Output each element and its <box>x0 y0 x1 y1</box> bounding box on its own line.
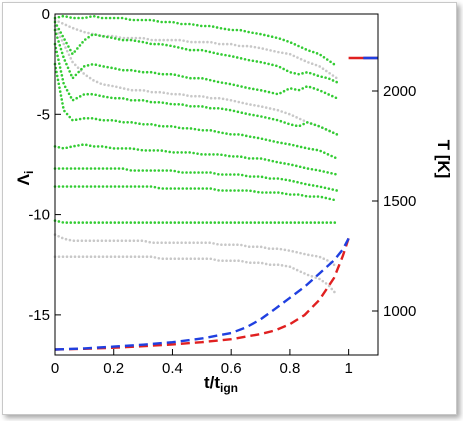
series-line-12 <box>53 219 339 224</box>
x-tick-label-4: 0.8 <box>279 360 300 377</box>
figure-frame: 0 0.2 0.4 0.6 0.8 1 0 -5 -10 -15 1000 1500 2000 t/ti… <box>2 2 457 415</box>
y-axis-title-subscript: i <box>22 171 36 174</box>
series-line-5 <box>53 20 339 84</box>
x-tick-label-1: 0.2 <box>103 360 124 377</box>
y-axis-title-main: Λ <box>14 173 33 185</box>
y-tick-label-2: -10 <box>28 207 50 224</box>
series-line-11 <box>53 185 339 202</box>
y-tick-label-0: 0 <box>42 6 50 23</box>
data-layer <box>53 14 378 351</box>
series-line-14 <box>53 255 339 297</box>
series-line-15 <box>53 24 339 136</box>
y2-tick-label-2: 2000 <box>383 83 416 100</box>
x-tick-label-3: 0.6 <box>221 360 242 377</box>
x-axis-title-subscript: ign <box>220 381 238 395</box>
plot-area-border <box>54 13 379 356</box>
series-line-9 <box>53 143 339 176</box>
y2-axis-title: T [K] <box>434 140 453 179</box>
series-line-7 <box>53 42 339 136</box>
x-axis-title: t/tign <box>204 373 238 395</box>
y-tick-label-3: -15 <box>28 307 50 324</box>
y-tick-label-1: -5 <box>37 106 50 123</box>
series-line-6 <box>53 28 339 100</box>
x-tick-label-2: 0.4 <box>162 360 183 377</box>
y2-tick-label-0: 1000 <box>383 303 416 320</box>
x-tick-label-5: 1 <box>344 360 352 377</box>
y2-tick-label-1: 1500 <box>383 193 416 210</box>
series-line-16 <box>53 18 339 80</box>
series-line-10 <box>53 167 339 192</box>
x-tick-label-0: 0 <box>51 360 59 377</box>
series-line-13 <box>53 233 339 269</box>
series-line-8 <box>53 62 339 160</box>
series-line-1 <box>54 237 350 351</box>
series-line-4 <box>53 14 339 68</box>
x-axis-title-main: t/t <box>204 373 220 392</box>
axis-layer: 0 0.2 0.4 0.6 0.8 1 0 -5 -10 -15 1000 1500 2000 <box>28 6 416 377</box>
y-axis-title: Λi <box>14 171 36 186</box>
